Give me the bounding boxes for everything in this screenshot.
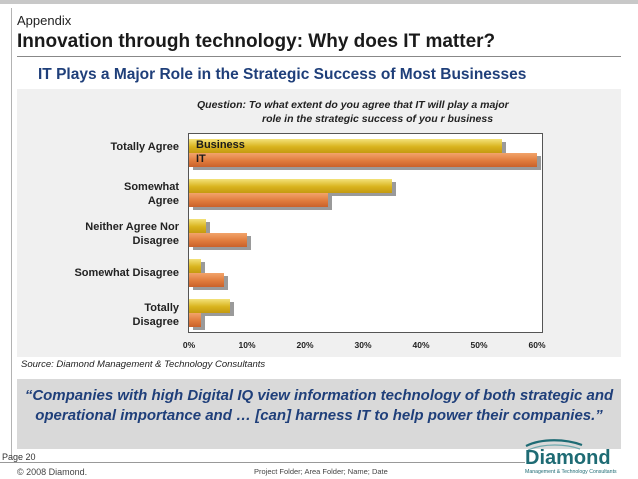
category-label: Totally Agree	[110, 141, 179, 153]
x-tick-label: 20%	[296, 340, 314, 350]
highlight-quote: “Companies with high Digital IQ view inf…	[24, 387, 614, 424]
bar-it	[189, 153, 537, 167]
copyright: © 2008 Diamond.	[17, 467, 88, 477]
x-tick-label: 50%	[470, 340, 488, 350]
x-tick-label: 0%	[182, 340, 196, 350]
x-tick-label: 40%	[412, 340, 430, 350]
bar-business	[189, 259, 201, 273]
page-number: Page 20	[2, 452, 36, 462]
question-line-1: Question: To what extent do you agree th…	[197, 99, 509, 111]
logo-wordmark: Diamond	[525, 447, 611, 469]
page-title: Innovation through technology: Why does …	[17, 31, 496, 52]
footer-divider	[0, 462, 525, 463]
legend-business: Business	[196, 139, 245, 151]
question-line-2: role in the strategic success of you r b…	[262, 113, 494, 125]
category-label: Somewhat Disagree	[74, 267, 179, 279]
bar-it	[189, 313, 201, 327]
chart-heading: IT Plays a Major Role in the Strategic S…	[38, 66, 527, 83]
quote-panel	[17, 379, 621, 449]
left-rule	[11, 8, 12, 456]
bar-business	[189, 179, 392, 193]
x-tick-label: 60%	[528, 340, 546, 350]
x-tick-label: 30%	[354, 340, 372, 350]
bar-business	[189, 139, 503, 153]
source-note: Source: Diamond Management & Technology …	[21, 359, 266, 370]
top-band	[0, 0, 638, 4]
logo-swoosh-icon	[525, 439, 583, 447]
footer-path: Project Folder; Area Folder; Name; Date	[254, 467, 388, 476]
legend-it: IT	[196, 153, 206, 165]
category-label: Totally Disagree	[132, 302, 179, 328]
bar-business	[189, 299, 230, 313]
diamond-logo: Diamond Management & Technology Consulta…	[525, 439, 617, 475]
section-label: Appendix	[17, 13, 72, 28]
bar-it	[189, 233, 247, 247]
bar-it	[189, 273, 224, 287]
category-label: Neither Agree Nor Disagree	[85, 221, 179, 247]
bar-business	[189, 219, 207, 233]
logo-tagline: Management & Technology Consultants	[525, 469, 617, 475]
bar-it	[189, 193, 329, 207]
survey-question: Question: To what extent do you agree th…	[197, 98, 509, 126]
x-tick-label: 10%	[238, 340, 256, 350]
category-label: Somewhat Agree	[123, 181, 179, 207]
title-divider	[17, 56, 621, 57]
